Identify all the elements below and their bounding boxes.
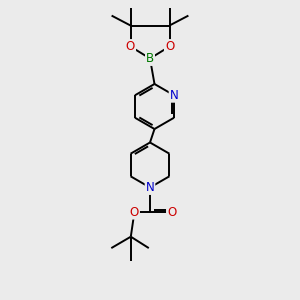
Text: N: N xyxy=(169,89,178,102)
Text: B: B xyxy=(146,52,154,65)
Text: O: O xyxy=(167,206,176,219)
Text: N: N xyxy=(146,181,154,194)
Text: O: O xyxy=(165,40,174,53)
Text: O: O xyxy=(126,40,135,53)
Text: O: O xyxy=(130,206,139,219)
